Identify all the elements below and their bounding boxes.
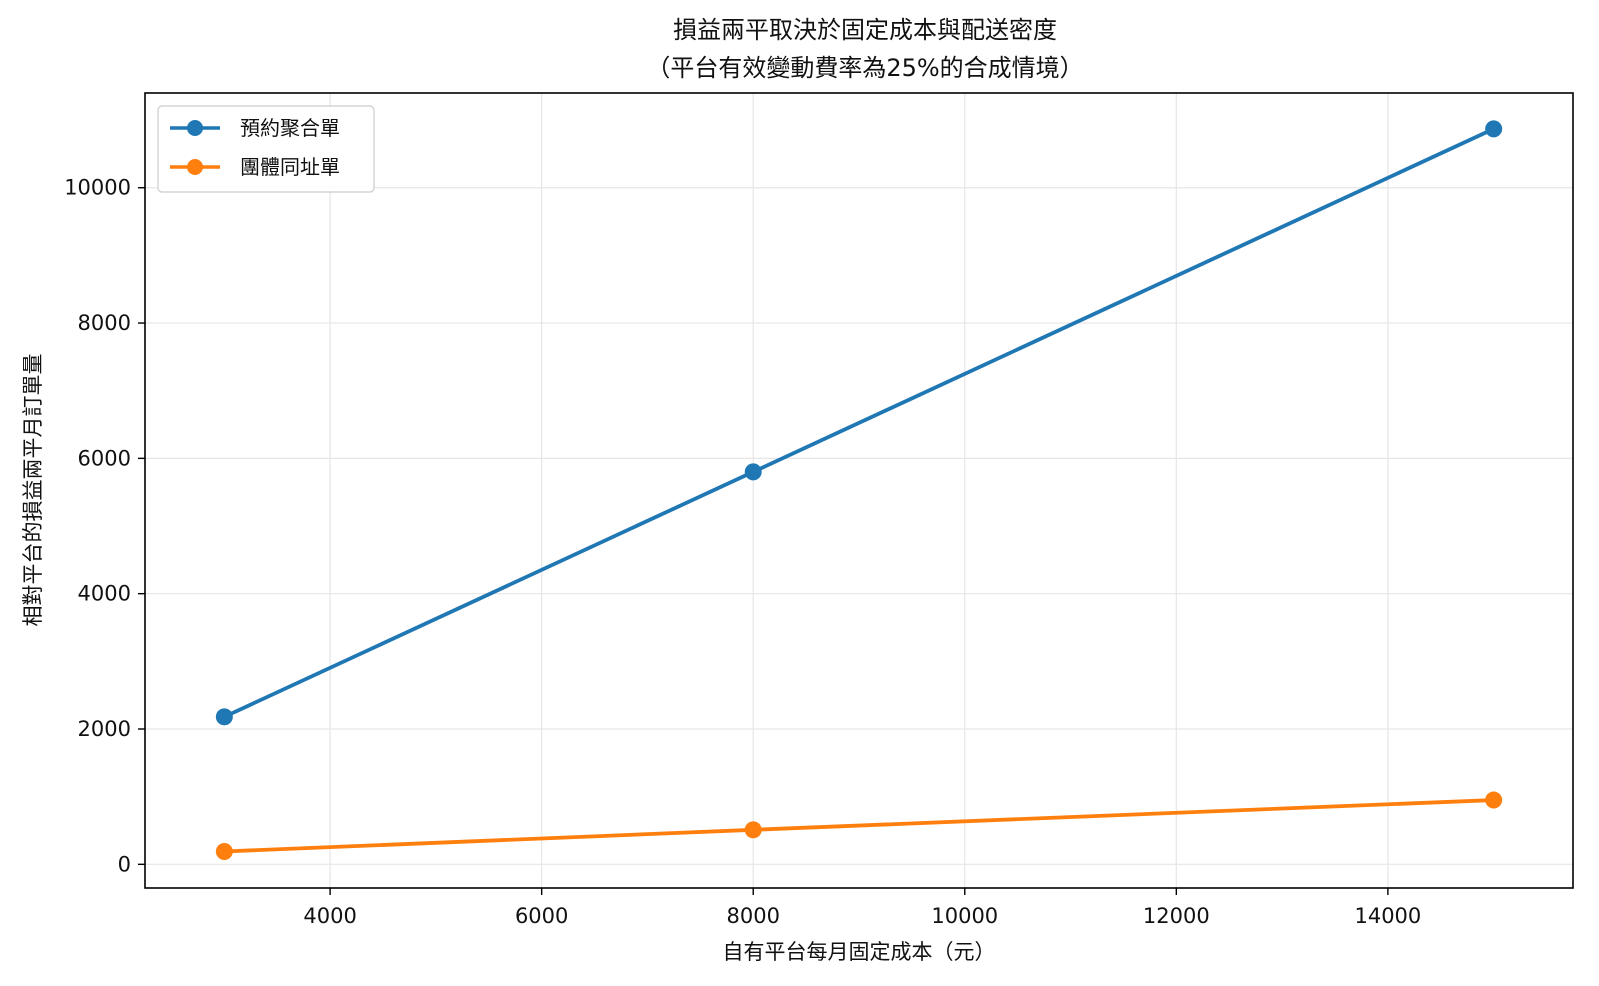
y-tick-label: 10000 xyxy=(64,176,131,200)
series-1-point xyxy=(215,708,233,726)
legend: 預約聚合單 團體同址單 xyxy=(157,105,375,193)
series-1-point xyxy=(1485,120,1503,138)
series-2-point xyxy=(1485,791,1503,809)
series-2-point xyxy=(744,821,762,839)
x-axis-label: 自有平台每月固定成本（元） xyxy=(723,940,996,964)
grid-lines xyxy=(145,93,1573,888)
y-tick-label: 8000 xyxy=(78,311,131,335)
x-tick-label: 10000 xyxy=(931,904,998,928)
series-1-point xyxy=(744,463,762,481)
legend-label-series-2: 團體同址單 xyxy=(240,155,340,179)
x-tick-label: 6000 xyxy=(515,904,568,928)
y-tick-label: 4000 xyxy=(78,582,131,606)
chart-title-line-1: 損益兩平取決於固定成本與配送密度 xyxy=(673,16,1057,44)
y-axis-ticks: 0 2000 4000 6000 8000 10000 xyxy=(64,176,145,876)
y-tick-label: 2000 xyxy=(78,717,131,741)
series-lines xyxy=(215,120,1503,860)
x-tick-label: 8000 xyxy=(726,904,779,928)
plot-frame xyxy=(144,92,1574,889)
x-axis-ticks: 4000 6000 8000 10000 12000 14000 xyxy=(303,888,1421,928)
x-tick-label: 14000 xyxy=(1354,904,1421,928)
y-tick-label: 6000 xyxy=(78,446,131,470)
legend-marker-series-2 xyxy=(187,159,203,175)
chart-title-line-2: （平台有效變動費率為25%的合成情境） xyxy=(646,54,1083,82)
x-tick-label: 4000 xyxy=(303,904,356,928)
y-tick-label: 0 xyxy=(118,852,131,876)
series-2-point xyxy=(215,842,233,860)
x-tick-label: 12000 xyxy=(1143,904,1210,928)
y-axis-label: 相對平台的損益兩平月訂單量 xyxy=(21,354,45,627)
legend-label-series-1: 預約聚合單 xyxy=(240,116,340,140)
legend-marker-series-1 xyxy=(187,120,203,136)
